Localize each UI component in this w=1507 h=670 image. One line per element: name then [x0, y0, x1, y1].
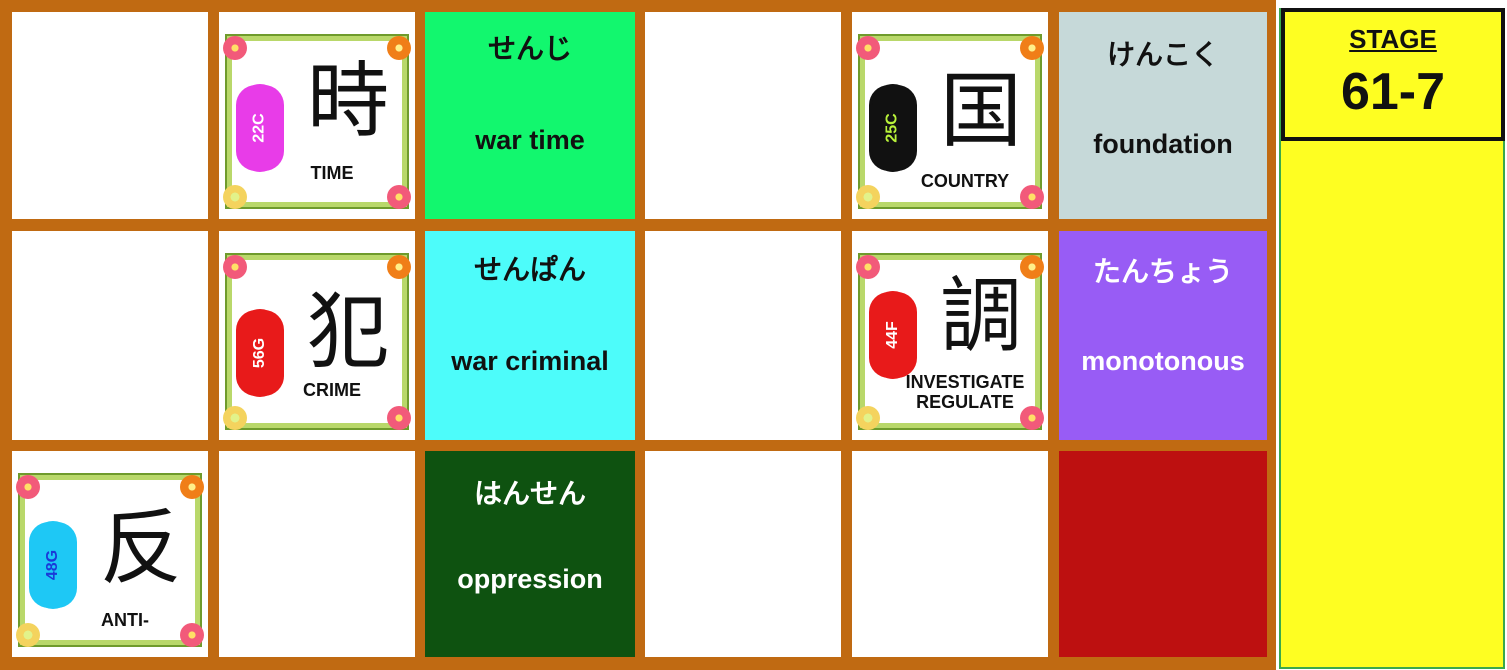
flower-icon [180, 475, 204, 499]
card-frame [858, 253, 1042, 430]
word-reading: せんぱん [473, 253, 586, 286]
empty-tile[interactable] [219, 451, 415, 657]
kanji-character: 時 [306, 54, 389, 149]
kanji-card-time[interactable]: 22C 時 TIME [219, 12, 415, 219]
kanji-code: 22C [250, 113, 268, 143]
word-reading: たんちょう [1092, 255, 1233, 288]
flower-icon [1020, 185, 1044, 209]
kanji-card-country[interactable]: 25C 国 COUNTRY [852, 12, 1048, 219]
flower-icon [387, 185, 411, 209]
word-card-senji[interactable]: せんじ war time [425, 12, 635, 219]
kanji-code-badge: 22C [239, 84, 281, 172]
kanji-code: 48G [44, 549, 61, 581]
word-card-senpan[interactable]: せんぱん war criminal [425, 231, 635, 440]
kanji-card-crime[interactable]: 56G 犯 CRIME [219, 231, 415, 440]
empty-tile[interactable] [12, 12, 208, 219]
flower-icon [1020, 255, 1044, 279]
flower-icon [1020, 36, 1044, 60]
flower-icon [856, 406, 880, 430]
red-tile[interactable] [1059, 451, 1267, 657]
empty-tile[interactable] [12, 231, 208, 440]
flower-icon [16, 475, 40, 499]
kanji-code: 25C [883, 113, 901, 143]
word-meaning: monotonous [1081, 346, 1245, 376]
flower-icon [223, 255, 247, 279]
flower-icon [1020, 406, 1044, 430]
word-meaning: oppression [457, 564, 603, 594]
kanji-card-investigate[interactable]: 44F 調 INVESTIGATE REGULATE [852, 231, 1048, 440]
kanji-character: 反 [99, 501, 182, 596]
kanji-meaning: TIME [310, 163, 354, 183]
stage-indicator: STAGE 61-7 [1281, 8, 1505, 141]
word-reading: けんこく [1106, 38, 1219, 71]
stage-label: STAGE [1349, 24, 1437, 54]
kanji-meaning: CRIME [303, 380, 361, 400]
game-board: 22C 時 TIME せんじ war time 25C 国 COUNTRY けん… [0, 0, 1276, 670]
kanji-code: 56G [251, 337, 268, 369]
kanji-character: 国 [939, 64, 1022, 159]
kanji-character: 犯 [306, 285, 389, 380]
empty-tile[interactable] [645, 231, 841, 440]
kanji-code: 44F [883, 321, 901, 349]
word-reading: せんじ [487, 32, 572, 65]
flower-icon [387, 406, 411, 430]
kanji-code-badge: 25C [872, 84, 914, 172]
word-meaning: war time [475, 125, 585, 155]
kanji-meaning-line2: REGULATE [916, 392, 1014, 412]
kanji-code-badge: 48G [32, 521, 74, 609]
kanji-meaning-line1: INVESTIGATE [905, 372, 1025, 392]
flower-icon [223, 185, 247, 209]
empty-tile[interactable] [852, 451, 1048, 657]
kanji-card-anti[interactable]: 48G 反 ANTI- [12, 451, 208, 657]
kanji-meaning: ANTI- [101, 610, 149, 630]
word-reading: はんせん [473, 477, 586, 510]
flower-icon [856, 36, 880, 60]
flower-icon [16, 623, 40, 647]
flower-icon [856, 255, 880, 279]
kanji-meaning: COUNTRY [920, 171, 1010, 191]
flower-icon [387, 36, 411, 60]
word-card-tanchou[interactable]: たんちょう monotonous [1059, 231, 1267, 440]
stage-number: 61-7 [1340, 63, 1446, 121]
flower-icon [387, 255, 411, 279]
word-meaning: war criminal [451, 346, 609, 376]
flower-icon [180, 623, 204, 647]
word-card-hansen[interactable]: はんせん oppression [425, 451, 635, 657]
empty-tile[interactable] [645, 12, 841, 219]
flower-icon [223, 406, 247, 430]
flower-icon [223, 36, 247, 60]
kanji-character: 調 [939, 269, 1022, 364]
word-meaning: foundation [1093, 129, 1233, 159]
word-card-kenkoku[interactable]: けんこく foundation [1059, 12, 1267, 219]
kanji-code-badge: 44F [872, 291, 914, 379]
kanji-code-badge: 56G [239, 309, 281, 397]
empty-tile[interactable] [645, 451, 841, 657]
flower-icon [856, 185, 880, 209]
